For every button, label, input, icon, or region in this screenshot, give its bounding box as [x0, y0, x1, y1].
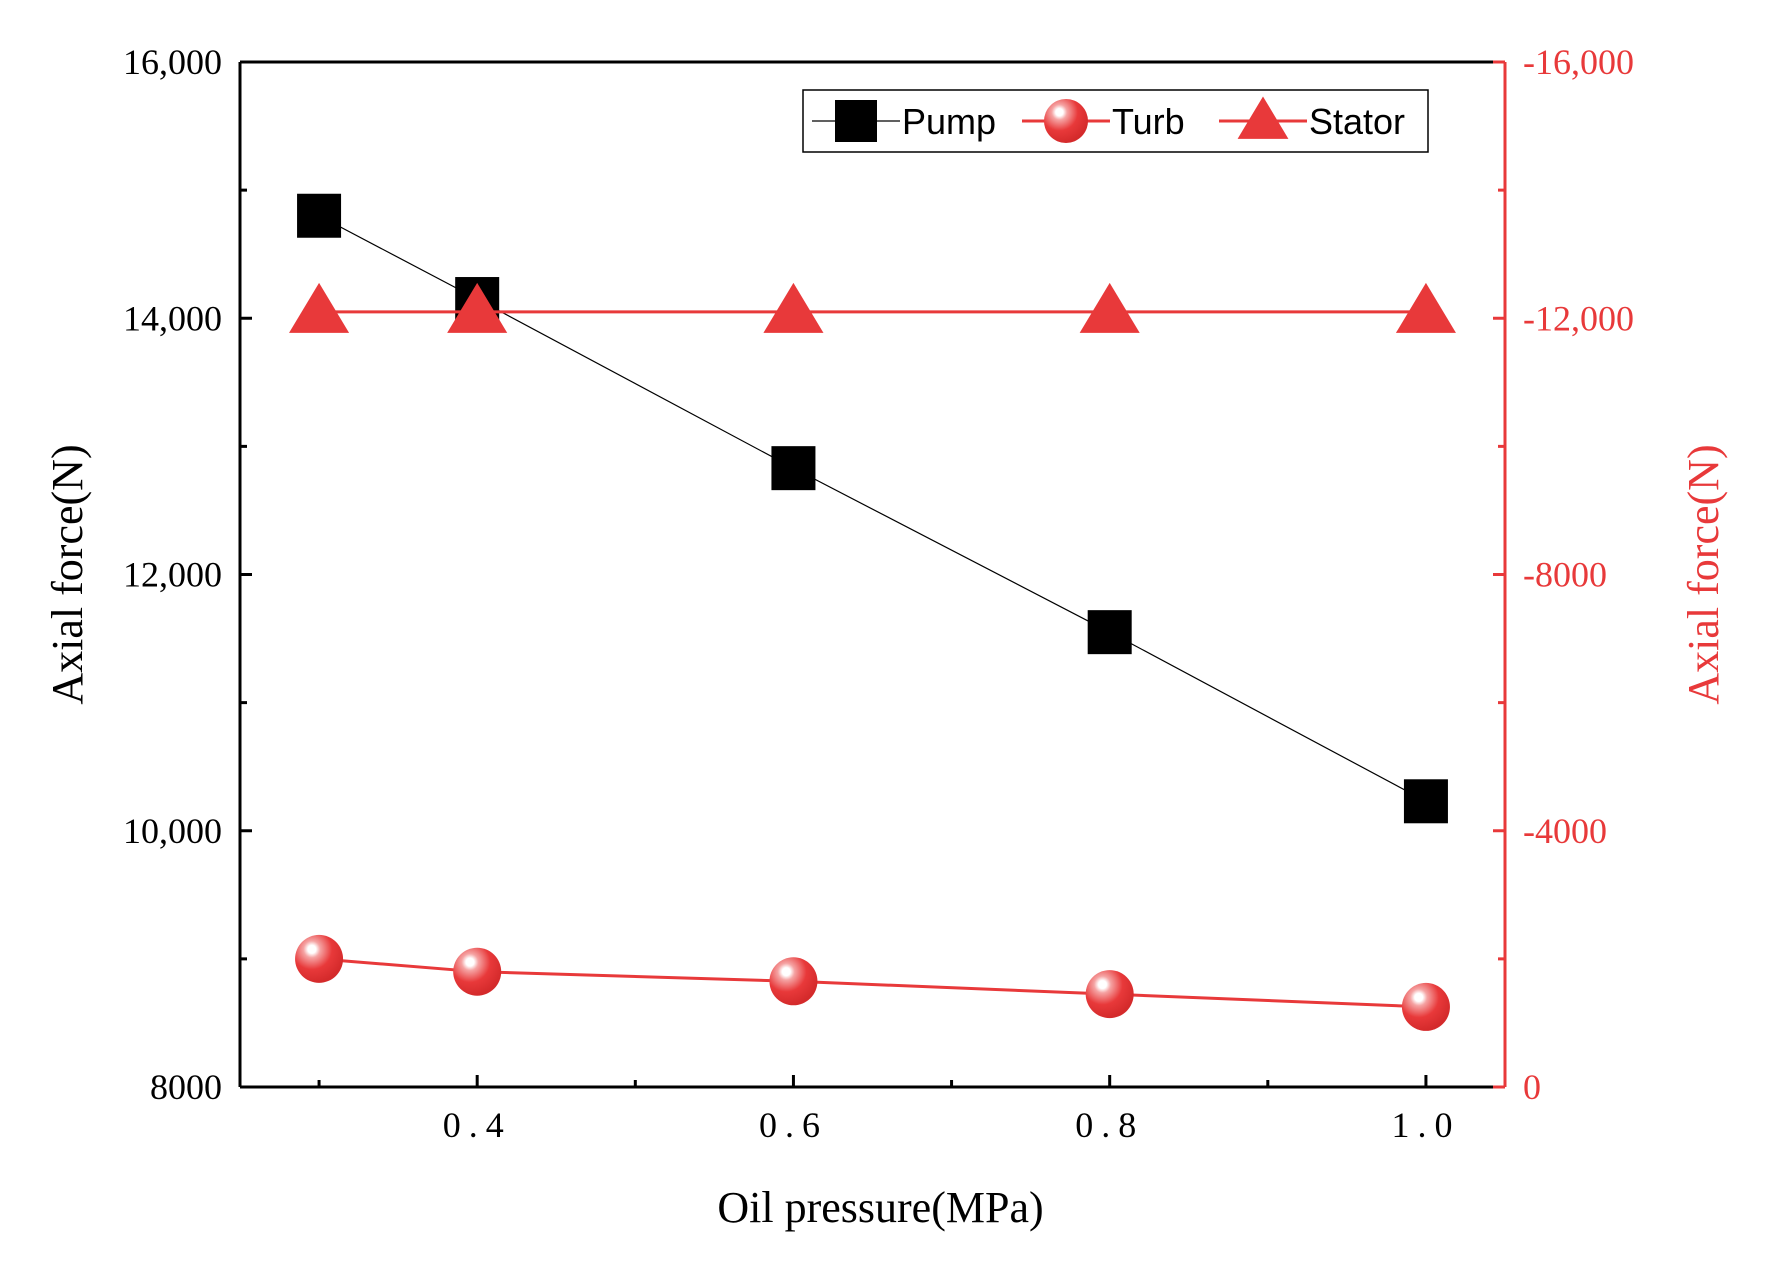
x-axis-title: Oil pressure(MPa) — [717, 1183, 1043, 1232]
x-tick-label: 1.0 — [1391, 1105, 1460, 1145]
pump-point — [1403, 779, 1448, 824]
right-y-tick-label: -12,000 — [1523, 298, 1634, 338]
stator-point — [763, 282, 824, 333]
left-y-tick-label: 8000 — [150, 1067, 222, 1107]
left-y-tick-label: 10,000 — [123, 811, 222, 851]
x-tick-label: 0.6 — [759, 1105, 828, 1145]
turb-point — [1401, 982, 1450, 1031]
right-y-tick-label: -16,000 — [1523, 42, 1634, 82]
left-y-axis-title: Axial force(N) — [43, 444, 92, 704]
left-y-tick-label: 14,000 — [123, 298, 222, 338]
right-y-tick-label: -4000 — [1523, 811, 1607, 851]
right-y-axis-title: Axial force(N) — [1679, 444, 1728, 704]
plot-area: 0.4 0.6 0.8 1.0 8000 10,000 12,000 14,000 16,000… — [123, 42, 1634, 1145]
stator-point — [1395, 282, 1456, 333]
series-pump — [297, 193, 1448, 824]
turb-point — [453, 947, 502, 996]
right-y-tick-label: -8000 — [1523, 555, 1607, 595]
turb-point — [295, 934, 344, 983]
turb-point — [769, 957, 818, 1006]
left-y-tick-label: 16,000 — [123, 42, 222, 82]
legend-stator-marker — [1237, 96, 1289, 139]
left-y-tick-label: 12,000 — [123, 555, 222, 595]
stator-point — [1079, 282, 1140, 333]
legend-turb-marker — [1044, 99, 1088, 143]
x-tick-label: 0.8 — [1075, 1105, 1144, 1145]
axes-layer: 0.4 0.6 0.8 1.0 8000 10,000 12,000 14,000 16,000… — [123, 42, 1634, 1145]
x-tick-label: 0.4 — [443, 1105, 512, 1145]
legend-pump-label: Pump — [902, 101, 996, 142]
turb-point — [1085, 970, 1134, 1019]
legend-stator-label: Stator — [1309, 101, 1405, 142]
series-turb — [295, 934, 1450, 1031]
series-stator — [289, 282, 1456, 333]
pump-point — [771, 446, 816, 491]
right-y-tick-label: 0 — [1523, 1067, 1541, 1107]
stator-point — [447, 282, 508, 333]
pump-point — [297, 193, 342, 238]
legend: Pump Turb Stator — [802, 89, 1429, 153]
legend-pump-marker — [835, 100, 877, 142]
legend-turb-label: Turb — [1112, 101, 1185, 142]
legend-box — [802, 89, 1429, 153]
series-layer — [289, 193, 1456, 1031]
pump-point — [1087, 610, 1132, 655]
stator-point — [289, 282, 350, 333]
